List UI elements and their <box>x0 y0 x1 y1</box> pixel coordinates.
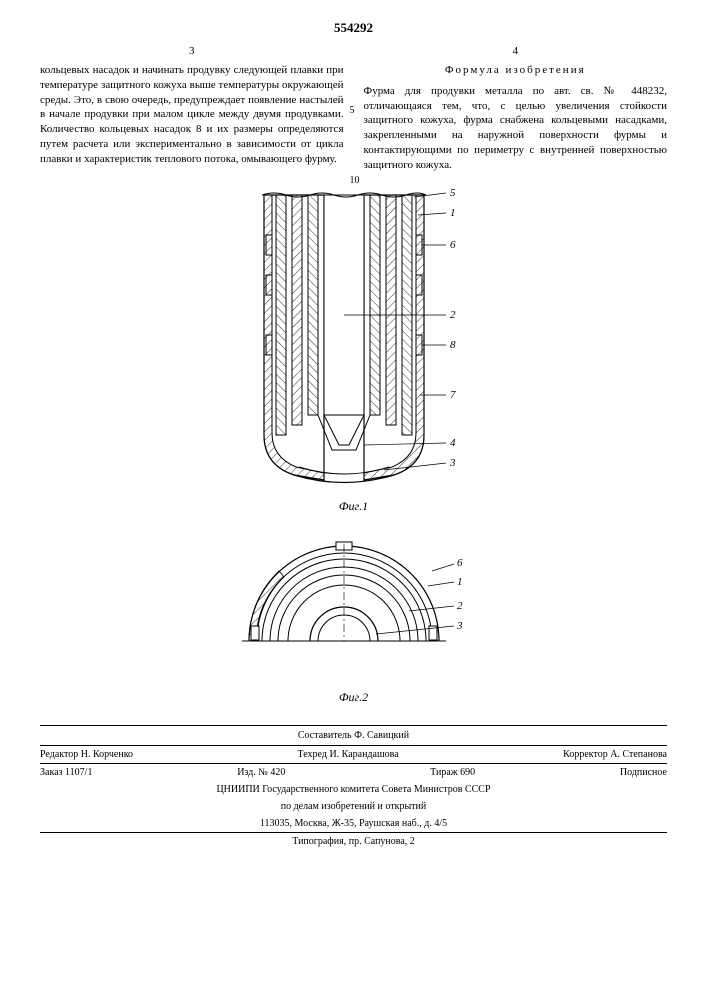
tehred: Техред И. Карандашова <box>298 749 399 760</box>
redaktor: Редактор Н. Корченко <box>40 749 133 760</box>
izd: Изд. № 420 <box>237 767 285 778</box>
editors-row: Редактор Н. Корченко Техред И. Карандашо… <box>40 746 667 764</box>
text-columns: 3 кольцевых насадок и начинать продувку … <box>40 44 667 173</box>
callout2-2: 2 <box>457 600 463 612</box>
patent-page: 554292 3 кольцевых насадок и начинать пр… <box>0 0 707 870</box>
org2: по делам изобретений и открытий <box>40 798 667 815</box>
callout-4: 4 <box>450 437 456 449</box>
patent-number: 554292 <box>40 20 667 36</box>
figure-2: 6 1 2 3 <box>214 526 494 686</box>
figure-1: 5 1 6 2 8 7 4 3 <box>214 185 494 495</box>
callout-3: 3 <box>449 457 456 469</box>
callout-7: 7 <box>450 389 456 401</box>
right-col-number: 4 <box>364 44 668 59</box>
left-text: кольцевых насадок и начинать продувку сл… <box>40 63 344 167</box>
callout2-1: 1 <box>457 576 463 588</box>
korrektor: Корректор А. Степанова <box>563 749 667 760</box>
formula-title: Формула изобретения <box>364 63 668 78</box>
callout-1: 1 <box>450 207 456 219</box>
print-row: Заказ 1107/1 Изд. № 420 Тираж 690 Подпис… <box>40 764 667 781</box>
callout2-3: 3 <box>456 620 463 632</box>
callout-5: 5 <box>450 187 456 199</box>
callout2-6: 6 <box>457 557 463 569</box>
right-column: 5 10 4 Формула изобретения Фурма для про… <box>364 44 668 173</box>
left-column: 3 кольцевых насадок и начинать продувку … <box>40 44 344 173</box>
footer-block: Составитель Ф. Савицкий Редактор Н. Корч… <box>40 725 667 850</box>
callout-2: 2 <box>450 309 456 321</box>
line-num-10: 10 <box>350 174 360 188</box>
typography: Типография, пр. Сапунова, 2 <box>40 833 667 850</box>
callout-8: 8 <box>450 339 456 351</box>
podpisnoe: Подписное <box>620 767 667 778</box>
org1: ЦНИИПИ Государственного комитета Совета … <box>40 781 667 798</box>
line-num-5: 5 <box>350 104 355 118</box>
callout-6: 6 <box>450 239 456 251</box>
left-col-number: 3 <box>40 44 344 59</box>
address: 113035, Москва, Ж-35, Раушская наб., д. … <box>40 815 667 833</box>
zakaz: Заказ 1107/1 <box>40 767 92 778</box>
fig2-label: Фиг.2 <box>40 690 667 705</box>
sostavitel: Составитель Ф. Савицкий <box>40 726 667 746</box>
tirazh: Тираж 690 <box>430 767 475 778</box>
figures-block: 5 1 6 2 8 7 4 3 Фиг.1 <box>40 185 667 705</box>
fig1-label: Фиг.1 <box>40 499 667 514</box>
right-text: Фурма для продувки металла по авт. св. №… <box>364 84 668 173</box>
